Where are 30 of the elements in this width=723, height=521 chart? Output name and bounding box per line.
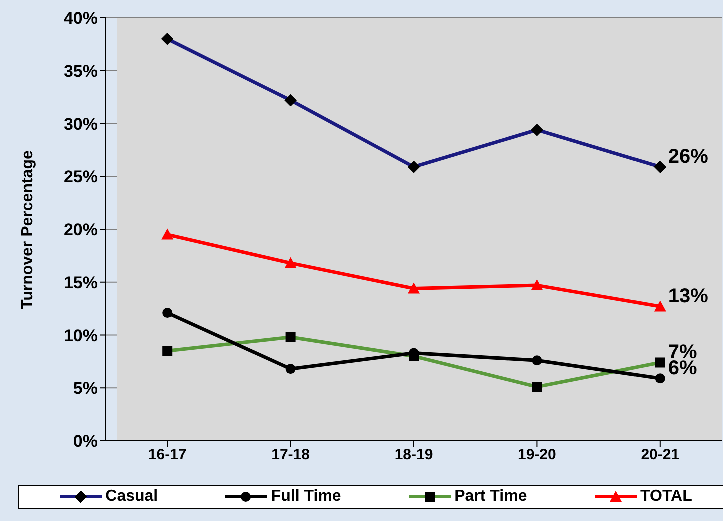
y-tick-label: 10% (64, 326, 98, 346)
y-tick-label: 5% (73, 379, 98, 398)
point (284, 257, 297, 268)
data-label: 13% (668, 286, 709, 308)
y-tick-label: 25% (64, 168, 98, 187)
y-tick-label: 0% (73, 432, 98, 452)
y-axis-title: Turnover Percentage (20, 150, 37, 310)
x-tick-label: 17-18 (272, 446, 310, 464)
x-tick-label: 16-17 (148, 446, 187, 464)
x-tick-label: 18-19 (394, 446, 434, 464)
legend-label: Full Time (270, 488, 342, 506)
x-tick-label: 19-20 (518, 446, 556, 464)
data-label: 26% (668, 146, 709, 168)
y-tick-label: 35% (64, 62, 98, 81)
point (408, 282, 420, 294)
legend-label: Part Time (454, 488, 528, 506)
x-tick-label: 20-21 (641, 446, 680, 464)
y-tick-label: 30% (64, 114, 98, 134)
point (286, 364, 296, 374)
point (162, 228, 174, 240)
legend-label: Casual (104, 488, 158, 506)
point (162, 308, 173, 318)
legend-label: TOTAL (640, 488, 692, 506)
point (532, 356, 542, 366)
y-tick-label: 40% (64, 9, 98, 28)
point (654, 300, 666, 312)
point (655, 374, 666, 384)
point (531, 280, 544, 291)
y-tick-label: 15% (64, 273, 98, 292)
y-tick-label: 20% (64, 220, 98, 240)
